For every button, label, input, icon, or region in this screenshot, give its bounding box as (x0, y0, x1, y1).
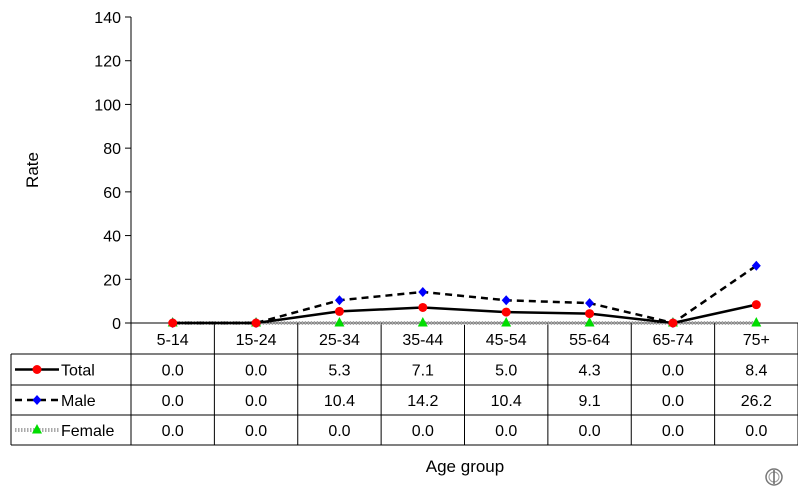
data-label: 0.0 (745, 423, 767, 440)
data-point-total (751, 300, 761, 310)
data-label: 9.1 (578, 393, 600, 410)
data-label: 0.0 (662, 423, 684, 440)
data-label: 7.1 (412, 363, 434, 380)
legend-label: Male (61, 393, 96, 410)
data-point-total (668, 318, 678, 328)
data-point-male (418, 286, 428, 297)
data-point-total (168, 318, 178, 328)
x-axis-title: Age group (426, 457, 504, 476)
data-label: 8.4 (745, 363, 767, 380)
x-tick-label: 45-54 (486, 332, 527, 349)
data-label: 0.0 (162, 423, 184, 440)
data-label: 5.0 (495, 363, 517, 380)
data-label: 0.0 (162, 393, 184, 410)
data-point-female (584, 317, 595, 327)
x-tick-label: 25-34 (319, 332, 360, 349)
y-axis: 0 20 40 60 80 100 120 140 (94, 10, 132, 333)
y-axis-title: Rate (23, 152, 42, 188)
data-point-male (334, 295, 344, 306)
data-label: 0.0 (245, 363, 267, 380)
y-tick-label: 60 (103, 185, 121, 202)
x-tick-label: 35-44 (402, 332, 443, 349)
data-point-total (251, 318, 261, 328)
y-tick-label: 40 (103, 229, 121, 246)
legend-key-marker (32, 365, 42, 374)
legend-label: Female (61, 423, 114, 440)
data-point-male (751, 260, 761, 271)
x-tick-label: 75+ (743, 332, 770, 349)
data-label: 4.3 (578, 363, 600, 380)
series-line-total (172, 303, 757, 325)
x-tick-label: 15-24 (236, 332, 277, 349)
data-point-male (585, 298, 595, 309)
data-label: 0.0 (245, 393, 267, 410)
legend-key-marker (32, 395, 42, 405)
data-table: 5-14 15-24 25-34 35-44 45-54 55-64 65-74 75+ Tot… (10, 322, 798, 446)
data-label: 5.3 (328, 363, 350, 380)
data-point-female (417, 317, 428, 327)
data-label: 26.2 (741, 393, 772, 410)
x-tick-label: 55-64 (569, 332, 610, 349)
y-tick-label: 140 (94, 10, 121, 27)
data-label: 10.4 (324, 393, 355, 410)
y-tick-label: 100 (94, 97, 121, 114)
data-label: 0.0 (412, 423, 434, 440)
data-point-total (585, 309, 595, 319)
series-lines (172, 264, 758, 325)
legend-label: Total (61, 363, 95, 380)
y-tick-label: 0 (112, 316, 121, 333)
data-point-total (418, 302, 428, 312)
data-point-female (501, 317, 512, 327)
data-label: 14.2 (407, 393, 438, 410)
legend-key-marker (32, 424, 42, 434)
data-point-total (501, 307, 511, 317)
data-label: 0.0 (662, 393, 684, 410)
data-label: 0.0 (328, 423, 350, 440)
data-label: 0.0 (662, 363, 684, 380)
data-label: 0.0 (578, 423, 600, 440)
data-point-female (751, 317, 762, 327)
series-markers (167, 260, 762, 328)
y-tick-label: 80 (103, 141, 121, 158)
y-tick-label: 120 (94, 54, 121, 71)
data-point-male (501, 295, 511, 306)
who-emblem-icon (765, 468, 783, 486)
data-label: 0.0 (162, 363, 184, 380)
data-point-total (334, 306, 344, 316)
series-line-male (172, 264, 758, 325)
data-label: 0.0 (245, 423, 267, 440)
y-tick-label: 20 (103, 272, 121, 289)
data-label: 10.4 (491, 393, 522, 410)
x-tick-label: 65-74 (652, 332, 693, 349)
data-point-female (334, 317, 345, 327)
x-tick-label: 5-14 (157, 332, 189, 349)
data-label: 0.0 (495, 423, 517, 440)
